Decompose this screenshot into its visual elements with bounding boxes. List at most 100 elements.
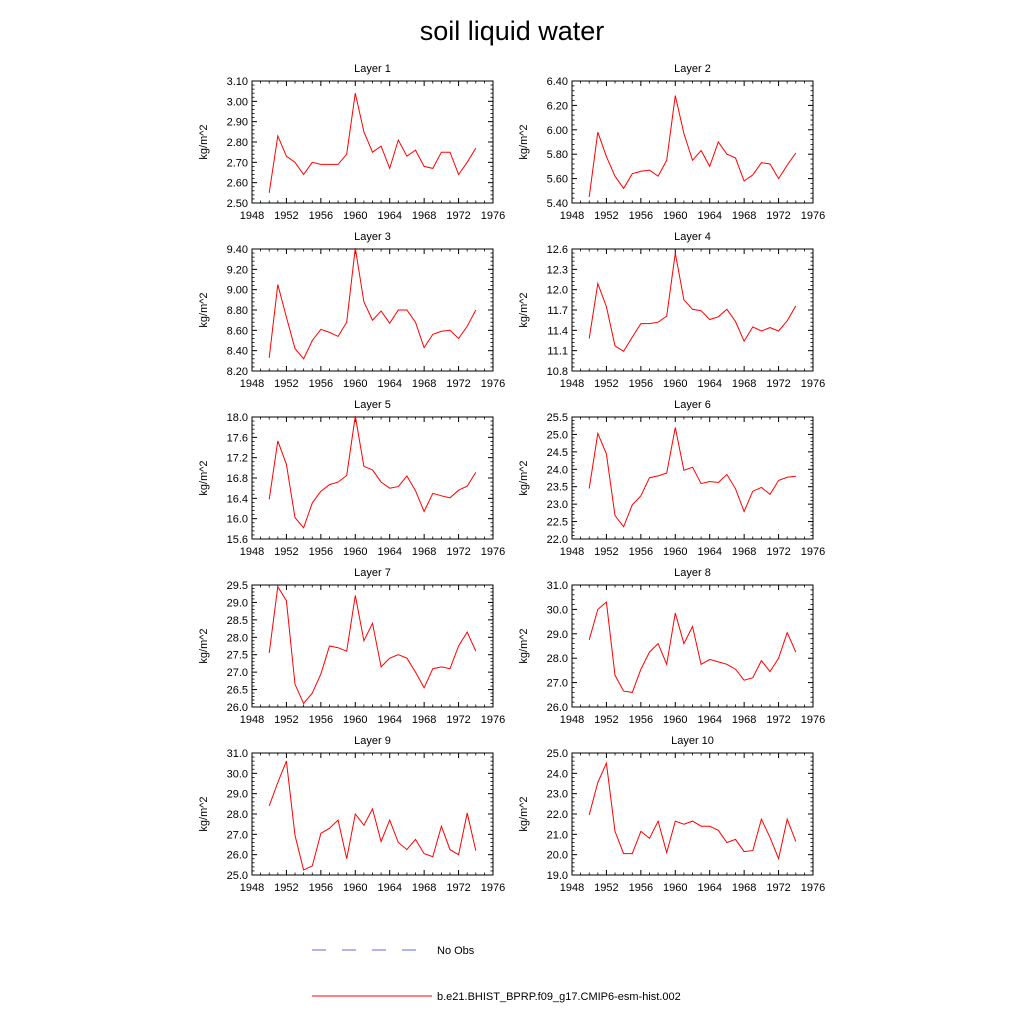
plot-frame xyxy=(251,752,494,876)
y-tick-label: 2.80 xyxy=(227,137,248,149)
x-tick-label: 1976 xyxy=(801,210,825,222)
x-tick-label: 1960 xyxy=(343,210,367,222)
y-tick-label: 26.0 xyxy=(547,702,568,714)
x-tick-label: 1960 xyxy=(663,378,687,390)
y-tick-label: 23.0 xyxy=(547,789,568,801)
series-line xyxy=(588,761,797,861)
x-tick-label: 1976 xyxy=(481,546,505,558)
x-tick-label: 1972 xyxy=(446,210,470,222)
y-tick-label: 16.4 xyxy=(227,493,248,505)
y-tick-label: 31.0 xyxy=(227,748,248,760)
y-tick-label: 22.5 xyxy=(547,517,568,529)
x-tick-label: 1956 xyxy=(309,546,333,558)
y-tick-label: 8.20 xyxy=(227,366,248,378)
y-tick-label: 23.5 xyxy=(547,482,568,494)
x-tick-label: 1964 xyxy=(377,210,401,222)
x-tick-label: 1960 xyxy=(343,546,367,558)
series-line xyxy=(268,93,477,193)
x-tick-label: 1968 xyxy=(412,546,436,558)
x-tick-label: 1976 xyxy=(801,882,825,894)
legend-model-label: b.e21.BHIST_BPRP.f09_g17.CMIP6-esm-hist.… xyxy=(437,991,681,1003)
x-tick-label: 1952 xyxy=(274,210,298,222)
series-line xyxy=(268,585,477,705)
y-tick-label: 11.4 xyxy=(547,325,568,337)
x-tick-label: 1952 xyxy=(274,882,298,894)
x-tick-label: 1964 xyxy=(697,210,721,222)
x-tick-label: 1960 xyxy=(663,714,687,726)
x-tick-label: 1964 xyxy=(697,882,721,894)
x-tick-label: 1968 xyxy=(412,378,436,390)
y-tick-label: 2.70 xyxy=(227,157,248,169)
x-tick-label: 1952 xyxy=(594,210,618,222)
y-tick-label: 5.80 xyxy=(547,149,568,161)
x-tick-label: 1952 xyxy=(594,378,618,390)
x-tick-label: 1960 xyxy=(343,714,367,726)
y-axis-label: kg/m^2 xyxy=(518,292,530,327)
y-tick-label: 26.0 xyxy=(227,702,248,714)
series-line xyxy=(588,253,797,352)
x-tick-label: 1952 xyxy=(274,714,298,726)
panel-layer-1: Layer 1 kg/m^2 1948 1952 1956 1960 1964 1968 197… xyxy=(198,63,505,222)
x-tick-label: 1956 xyxy=(309,378,333,390)
legend: No Obs b.e21.BHIST_BPRP.f09_g17.CMIP6-es… xyxy=(312,945,681,1003)
panel-title: Layer 1 xyxy=(354,63,391,75)
y-tick-label: 2.60 xyxy=(227,178,248,190)
x-tick-label: 1956 xyxy=(309,210,333,222)
x-tick-label: 1952 xyxy=(594,882,618,894)
x-tick-label: 1972 xyxy=(766,546,790,558)
x-tick-label: 1968 xyxy=(732,882,756,894)
y-tick-label: 28.0 xyxy=(227,809,248,821)
series-line xyxy=(588,427,796,528)
figure-title: soil liquid water xyxy=(420,16,605,46)
y-tick-label: 8.40 xyxy=(227,346,248,358)
panel-title: Layer 7 xyxy=(354,567,391,579)
y-tick-label: 16.0 xyxy=(227,514,248,526)
y-tick-label: 12.3 xyxy=(547,264,568,276)
panel-layer-3: Layer 3 kg/m^2 1948 1952 1956 1960 1964 1968 197… xyxy=(198,231,505,390)
y-tick-label: 6.40 xyxy=(547,76,568,88)
x-tick-label: 1948 xyxy=(560,882,584,894)
y-axis-label: kg/m^2 xyxy=(518,628,530,663)
y-tick-label: 8.60 xyxy=(227,325,248,337)
y-tick-label: 29.0 xyxy=(547,629,568,641)
y-axis-label: kg/m^2 xyxy=(198,628,210,663)
x-tick-label: 1956 xyxy=(629,378,653,390)
y-tick-label: 25.0 xyxy=(547,429,568,441)
y-axis-label: kg/m^2 xyxy=(198,460,210,495)
y-tick-label: 19.0 xyxy=(547,870,568,882)
x-tick-label: 1956 xyxy=(309,882,333,894)
x-tick-label: 1972 xyxy=(766,210,790,222)
panel-title: Layer 6 xyxy=(674,399,711,411)
y-tick-label: 17.6 xyxy=(227,432,248,444)
x-tick-label: 1976 xyxy=(481,210,505,222)
y-tick-label: 28.5 xyxy=(227,615,248,627)
y-axis-label: kg/m^2 xyxy=(198,796,210,831)
y-tick-label: 5.60 xyxy=(547,174,568,186)
plot-frame xyxy=(571,752,814,876)
x-tick-label: 1964 xyxy=(377,378,401,390)
y-tick-label: 25.5 xyxy=(547,412,568,424)
y-tick-label: 15.6 xyxy=(227,534,248,546)
y-axis-label: kg/m^2 xyxy=(198,292,210,327)
panel-layer-9: Layer 9 kg/m^2 1948 1952 1956 1960 1964 1968 197… xyxy=(198,735,505,894)
x-tick-label: 1952 xyxy=(594,546,618,558)
x-tick-label: 1948 xyxy=(240,378,264,390)
panel-layer-8: Layer 8 kg/m^2 1948 1952 1956 1960 1964 1968 197… xyxy=(518,567,825,726)
y-tick-label: 26.5 xyxy=(227,685,248,697)
x-tick-label: 1976 xyxy=(481,882,505,894)
plot-frame xyxy=(571,416,814,540)
y-tick-label: 27.0 xyxy=(227,829,248,841)
panel-title: Layer 3 xyxy=(354,231,391,243)
x-tick-label: 1948 xyxy=(240,546,264,558)
y-tick-label: 21.0 xyxy=(547,829,568,841)
y-tick-label: 25.0 xyxy=(227,870,248,882)
x-tick-label: 1956 xyxy=(309,714,333,726)
series-line xyxy=(588,95,797,197)
x-tick-label: 1956 xyxy=(629,882,653,894)
panel-layer-10: Layer 10 kg/m^2 1948 1952 1956 1960 1964 1968 19… xyxy=(518,735,825,894)
x-tick-label: 1964 xyxy=(377,882,401,894)
y-tick-label: 28.0 xyxy=(547,653,568,665)
x-tick-label: 1964 xyxy=(697,546,721,558)
y-tick-label: 10.8 xyxy=(547,366,568,378)
